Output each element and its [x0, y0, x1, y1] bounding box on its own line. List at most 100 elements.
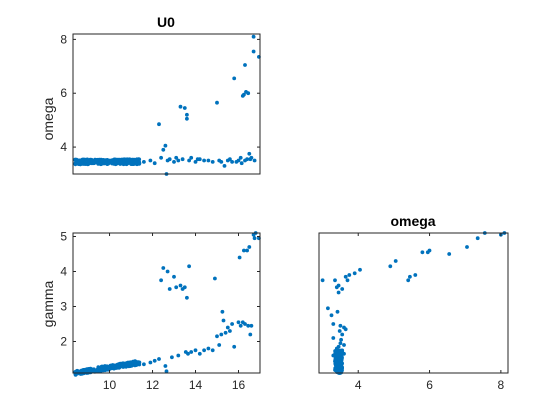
data-point	[245, 157, 250, 162]
data-point	[236, 320, 241, 325]
data-point	[197, 157, 202, 162]
data-point	[187, 264, 192, 269]
data-point	[340, 332, 345, 337]
data-point	[193, 348, 198, 353]
data-point	[338, 361, 343, 366]
data-point	[343, 327, 348, 332]
data-point	[247, 151, 252, 156]
data-point	[172, 274, 176, 279]
data-point	[246, 323, 251, 328]
y-axis-label: omega	[40, 97, 56, 140]
data-point	[251, 49, 256, 54]
data-point	[232, 76, 237, 81]
panel-title: omega	[390, 213, 435, 229]
data-point	[159, 155, 164, 160]
data-point	[180, 157, 185, 162]
data-point	[187, 158, 192, 163]
data-point	[393, 259, 398, 263]
data-point	[230, 160, 235, 164]
data-point	[103, 160, 108, 165]
data-point	[334, 366, 339, 371]
data-point	[427, 248, 432, 253]
data-point	[102, 364, 107, 368]
data-point	[331, 322, 336, 326]
data-point	[167, 157, 172, 162]
data-point	[108, 367, 112, 371]
data-point	[210, 348, 215, 353]
data-point	[182, 106, 187, 110]
data-point	[228, 157, 232, 162]
data-point	[225, 325, 230, 330]
axis-ticks: 10 12 14 16 2 3 4 5	[60, 230, 260, 392]
data-point	[236, 158, 241, 163]
data-point	[237, 255, 242, 260]
data-point	[159, 278, 164, 283]
data-point	[185, 116, 189, 121]
data-point	[197, 351, 202, 356]
data-point	[129, 361, 134, 365]
data-point	[242, 248, 246, 253]
data-point	[447, 252, 452, 256]
data-point	[148, 158, 153, 163]
data-points	[320, 231, 507, 375]
data-point	[243, 322, 247, 326]
data-point	[163, 364, 168, 368]
data-points	[73, 231, 261, 377]
data-point	[252, 236, 257, 241]
data-point	[178, 104, 183, 109]
data-point	[420, 250, 425, 255]
data-point	[334, 346, 339, 351]
data-point	[185, 112, 189, 117]
data-point	[252, 158, 257, 163]
data-point	[247, 245, 252, 249]
data-point	[174, 155, 179, 160]
data-point	[339, 337, 343, 342]
data-point	[73, 158, 78, 162]
x-tick-label: 4	[355, 378, 362, 392]
data-point	[114, 365, 119, 370]
data-point	[163, 143, 168, 148]
axes-box	[318, 232, 509, 374]
data-point	[340, 287, 345, 291]
data-point	[326, 306, 330, 311]
data-point	[240, 94, 245, 98]
data-point	[186, 351, 190, 356]
data-point	[189, 155, 194, 160]
data-point	[142, 362, 146, 367]
data-point	[338, 341, 343, 346]
data-point	[99, 364, 104, 369]
data-point	[243, 63, 247, 67]
x-tick-label: 12	[146, 378, 160, 392]
data-point	[465, 245, 469, 249]
data-point	[142, 160, 146, 164]
data-point	[152, 161, 157, 166]
data-point	[206, 346, 211, 351]
data-point	[333, 278, 337, 283]
data-point	[182, 285, 187, 290]
data-point	[342, 343, 346, 347]
data-point	[82, 368, 87, 372]
x-tick-label: 16	[232, 378, 246, 392]
data-point	[358, 267, 362, 272]
data-point	[98, 161, 103, 166]
data-point	[248, 332, 253, 337]
data-point	[215, 334, 219, 339]
data-point	[219, 160, 224, 164]
axes-box	[72, 33, 261, 175]
data-point	[335, 309, 340, 314]
data-point	[110, 161, 114, 166]
y-tick-label: 6	[60, 86, 67, 100]
data-point	[178, 283, 183, 288]
data-point	[408, 274, 412, 279]
data-point	[329, 313, 334, 318]
data-point	[335, 361, 340, 366]
data-point	[83, 162, 87, 166]
data-point	[185, 295, 189, 300]
data-point	[206, 158, 211, 163]
data-point	[165, 269, 170, 274]
data-point	[111, 364, 116, 369]
data-point	[152, 358, 157, 363]
data-point	[148, 360, 153, 365]
data-point	[134, 362, 139, 367]
